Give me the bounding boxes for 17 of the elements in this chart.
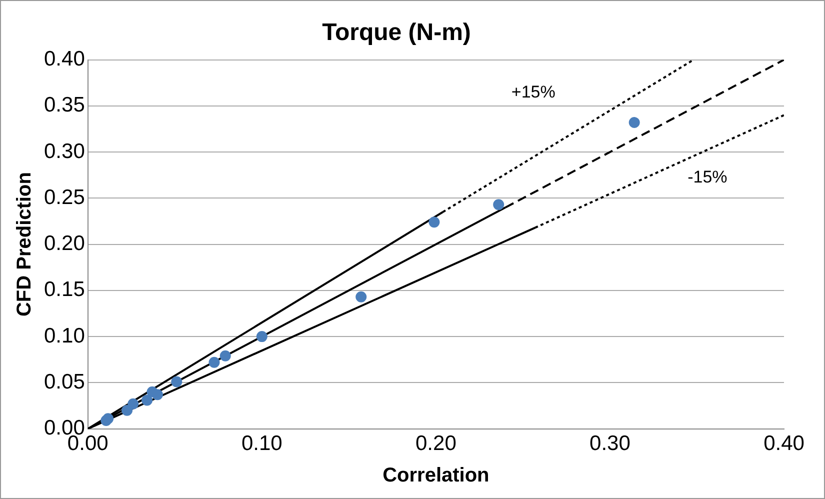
x-tick-label: 0.10 [241,432,282,456]
y-axis-title: CFD Prediction [14,172,36,317]
annotation: -15% [688,168,728,187]
y-tick-label: 0.25 [44,186,85,209]
y-tick-label: 0.40 [44,48,85,71]
x-tick-label: 0.30 [590,432,630,456]
y-tick-label: 0.05 [44,370,85,394]
y-tick-label: 0.15 [44,278,85,302]
x-axis-title: Correlation [382,464,490,487]
x-tick-label: 0.20 [416,432,456,456]
x-tick-label: 0.40 [764,432,804,456]
y-tick-label: 0.35 [44,94,85,117]
chart-title: Torque (N-m) [322,19,471,46]
y-tick-label: 0.30 [44,140,85,163]
y-tick-label: 0.10 [44,324,85,348]
y-tick-label: 0.20 [44,232,85,256]
annotation: +15% [511,82,556,102]
